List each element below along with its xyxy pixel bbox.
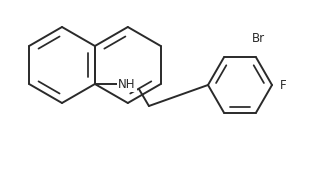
Text: F: F xyxy=(280,78,287,91)
Text: NH: NH xyxy=(118,78,136,91)
Text: Br: Br xyxy=(251,32,264,45)
